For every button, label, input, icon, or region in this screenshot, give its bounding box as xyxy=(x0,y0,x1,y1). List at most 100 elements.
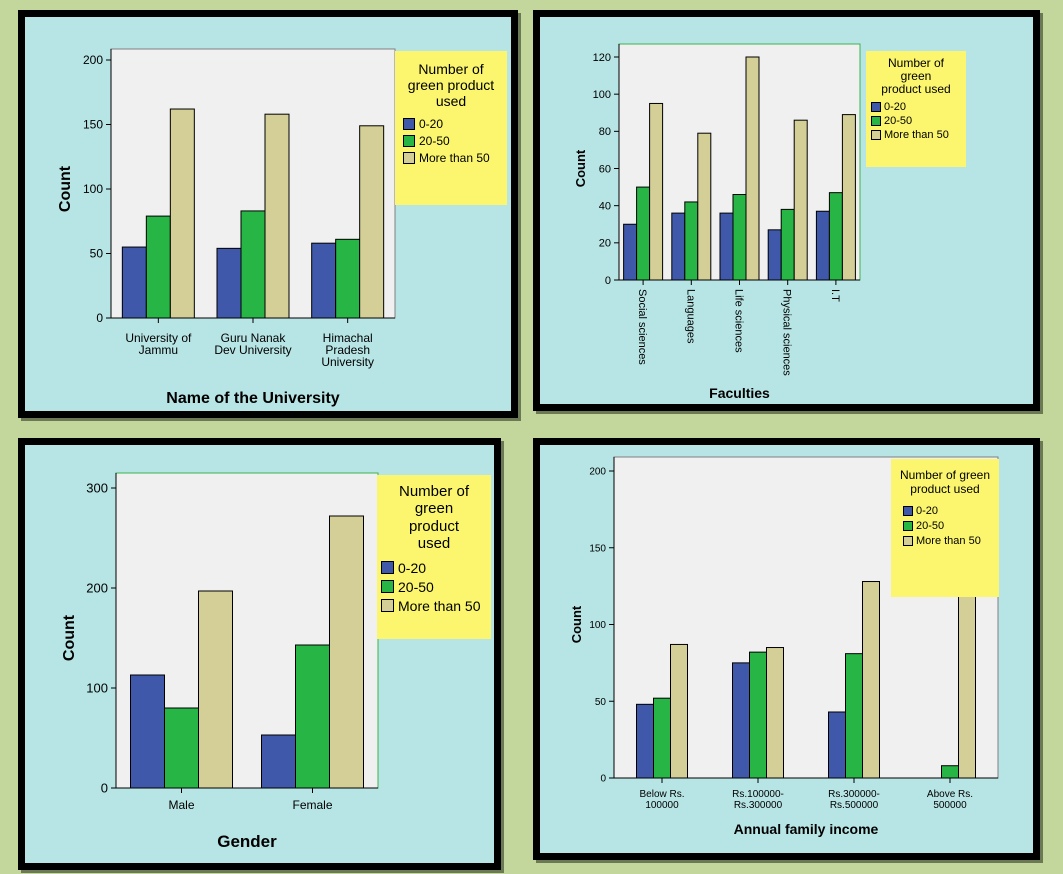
y-tick-label: 60 xyxy=(599,163,611,175)
legend-label: More than 50 xyxy=(398,597,481,614)
bar-0-20 xyxy=(671,212,686,281)
legend-title-line: Number of xyxy=(398,483,470,500)
chart-faculties: 0 20 40 60 80 100 120 Count Faculties Social scie… xyxy=(573,43,861,401)
y-tick-label: 100 xyxy=(593,89,611,101)
x-tick-label-line: Rs.300000- xyxy=(828,789,880,800)
legend-label: 20-50 xyxy=(419,133,450,148)
legend-item: 0-20 xyxy=(403,115,507,132)
bar-more-than-50 xyxy=(862,581,880,779)
legend-label: 0-20 xyxy=(398,559,427,576)
x-tick-label-line: Rs.500000 xyxy=(830,800,879,811)
legend-swatch-more-than-50 xyxy=(903,536,913,547)
legend-label: More than 50 xyxy=(884,128,949,141)
legend-title-line: green xyxy=(414,500,454,518)
legend-swatch-20-50 xyxy=(903,521,913,532)
legend-title-line: Number of green xyxy=(899,468,991,482)
bar-0-20 xyxy=(767,229,782,281)
legend-label: 20-50 xyxy=(916,520,945,533)
bar-20-50 xyxy=(335,238,361,319)
y-tick-label: 300 xyxy=(86,481,108,496)
y-tick-label: 150 xyxy=(83,118,103,132)
x-tick-label-line: Rs.100000- xyxy=(732,789,784,800)
y-tick-label: 0 xyxy=(600,774,606,785)
y-tick-label: 0 xyxy=(605,275,611,287)
x-tick-label: Himachal Pradesh University xyxy=(321,331,374,369)
x-tick-label-line: Dev University xyxy=(214,343,291,357)
x-tick-label-line: University xyxy=(321,355,374,369)
chart-panel-gender: 0 100 200 300 Count Gender Male Female Number o… xyxy=(18,438,501,870)
bar-0-20 xyxy=(719,212,734,281)
x-axis-label: Name of the University xyxy=(166,390,339,407)
bar-20-50 xyxy=(845,653,863,779)
y-tick-label: 50 xyxy=(90,247,104,261)
bar-more-than-50 xyxy=(670,643,688,779)
bar-more-than-50 xyxy=(359,125,385,319)
legend-swatch-20-50 xyxy=(403,134,415,147)
legend-swatch-0-20 xyxy=(403,117,415,130)
x-tick-label-line: Himachal xyxy=(323,331,373,345)
bar-0-20 xyxy=(732,662,750,779)
legend-title-line: green xyxy=(900,69,932,84)
legend-title-line: used xyxy=(435,93,467,110)
legend-item: 20-50 xyxy=(871,114,966,128)
legend-label: More than 50 xyxy=(419,150,490,165)
legend-gender: Number of green product used 0-20 20-50 … xyxy=(377,475,491,639)
legend-swatch-0-20 xyxy=(903,506,913,517)
chart-panel-university: 0 50 100 150 200 Count Name of the University U… xyxy=(18,10,518,418)
bar-0-20 xyxy=(216,247,242,319)
bar-20-50 xyxy=(732,194,747,281)
x-tick-label: Female xyxy=(292,798,332,812)
x-tick-label-line: Pradesh xyxy=(325,343,370,357)
x-tick-label-line: Above Rs. xyxy=(927,789,973,800)
x-tick-label: Below Rs. 100000 xyxy=(639,789,684,811)
x-tick-label-line: Rs.300000 xyxy=(734,800,783,811)
legend-title-line: product xyxy=(408,517,460,535)
bar-more-than-50 xyxy=(649,102,664,281)
bar-more-than-50 xyxy=(264,113,290,319)
x-axis-label: Gender xyxy=(217,832,277,851)
legend-title: Number of green product used xyxy=(377,483,491,552)
legend-item: More than 50 xyxy=(871,128,966,142)
legend-title: Number of green product used xyxy=(891,468,999,497)
legend-item: More than 50 xyxy=(403,149,507,166)
x-axis-label: Faculties xyxy=(709,385,770,401)
x-tick-label: Social sciences xyxy=(636,289,648,365)
y-tick-label: 200 xyxy=(86,581,108,596)
legend-item: 0-20 xyxy=(871,100,966,114)
legend-label: 0-20 xyxy=(916,505,939,518)
legend-swatch-more-than-50 xyxy=(403,151,415,164)
y-tick-label: 150 xyxy=(589,543,606,554)
bar-more-than-50 xyxy=(169,108,195,319)
legend-title: Number of green product used xyxy=(395,61,507,109)
legend-title-line: Number of xyxy=(887,56,945,70)
bar-20-50 xyxy=(240,210,266,319)
bar-more-than-50 xyxy=(841,114,856,281)
legend-label: More than 50 xyxy=(916,535,981,548)
chart-panel-income: 0 50 100 150 200 Count Annual family income Bel… xyxy=(533,438,1040,860)
bar-20-50 xyxy=(145,215,171,319)
y-tick-label: 100 xyxy=(83,182,103,196)
legend-item: 20-50 xyxy=(381,577,491,596)
y-tick-label: 200 xyxy=(83,53,103,67)
bar-0-20 xyxy=(828,711,846,779)
x-tick-label: Languages xyxy=(684,289,696,344)
bar-more-than-50 xyxy=(793,119,808,281)
y-tick-label: 80 xyxy=(599,126,611,138)
legend-item: 0-20 xyxy=(381,558,491,577)
bar-20-50 xyxy=(780,208,795,281)
legend-item: 20-50 xyxy=(403,132,507,149)
y-tick-label: 100 xyxy=(589,620,606,631)
y-tick-label: 50 xyxy=(595,697,607,708)
x-tick-label: Male xyxy=(168,798,194,812)
legend-item: More than 50 xyxy=(381,596,491,615)
legend-item: 20-50 xyxy=(903,519,999,534)
bar-20-50 xyxy=(164,707,199,789)
bar-more-than-50 xyxy=(198,590,233,789)
y-tick-label: 200 xyxy=(589,467,606,478)
bar-20-50 xyxy=(941,765,959,779)
bar-20-50 xyxy=(636,186,651,281)
chart-income: 0 50 100 150 200 Count Annual family income Bel… xyxy=(569,456,999,837)
y-axis-label: Count xyxy=(573,149,588,187)
legend-swatch-more-than-50 xyxy=(871,129,881,140)
legend-label: 20-50 xyxy=(884,114,913,127)
